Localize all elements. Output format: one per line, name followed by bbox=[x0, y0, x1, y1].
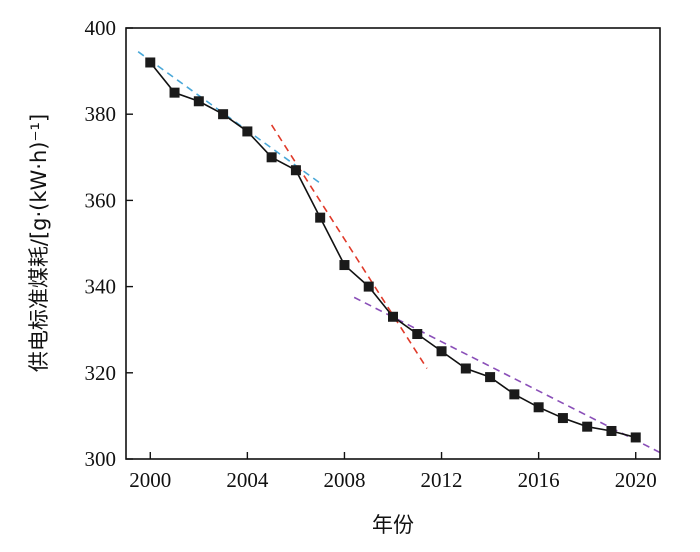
data-point bbox=[266, 152, 277, 163]
y-tick-label: 360 bbox=[85, 188, 117, 212]
data-point bbox=[509, 389, 520, 400]
x-tick-label: 2008 bbox=[323, 468, 365, 492]
y-tick-label: 380 bbox=[85, 102, 117, 126]
trend-line-3 bbox=[353, 296, 661, 454]
x-tick-label: 2020 bbox=[615, 468, 657, 492]
x-tick-label: 2000 bbox=[129, 468, 171, 492]
data-point bbox=[315, 212, 326, 223]
data-point bbox=[290, 165, 301, 176]
x-axis-title: 年份 bbox=[372, 513, 414, 537]
data-point bbox=[582, 421, 593, 432]
data-point bbox=[193, 96, 204, 107]
data-point bbox=[533, 402, 544, 413]
x-tick-label: 2004 bbox=[226, 468, 269, 492]
trend-line-1 bbox=[137, 51, 321, 184]
x-tick-label: 2016 bbox=[518, 468, 560, 492]
y-axis-title: 供电标准煤耗/[g·(kW·h)⁻¹] bbox=[27, 114, 51, 372]
data-point bbox=[218, 109, 229, 120]
data-point bbox=[412, 329, 423, 340]
trend-line-2 bbox=[270, 124, 428, 369]
x-tick-label: 2012 bbox=[421, 468, 463, 492]
y-tick-label: 400 bbox=[85, 16, 117, 40]
data-point bbox=[339, 260, 350, 271]
data-point bbox=[485, 372, 496, 383]
y-tick-label: 340 bbox=[85, 275, 117, 299]
data-point bbox=[606, 425, 617, 436]
y-tick-label: 300 bbox=[85, 447, 117, 471]
data-point bbox=[145, 57, 156, 68]
data-point bbox=[460, 363, 471, 374]
data-point bbox=[169, 87, 180, 98]
y-axis: 300 320 340 360 380 400 bbox=[85, 16, 133, 471]
data-point bbox=[630, 432, 641, 443]
data-point bbox=[388, 311, 398, 322]
y-tick-label: 320 bbox=[85, 361, 117, 385]
data-point bbox=[242, 126, 253, 137]
x-axis: 2000 2004 2008 2012 2016 2020 bbox=[129, 452, 657, 492]
data-point bbox=[363, 281, 374, 292]
plot-frame bbox=[125, 27, 661, 460]
data-point bbox=[557, 413, 568, 424]
data-point bbox=[436, 346, 447, 357]
plot-area bbox=[137, 51, 661, 454]
